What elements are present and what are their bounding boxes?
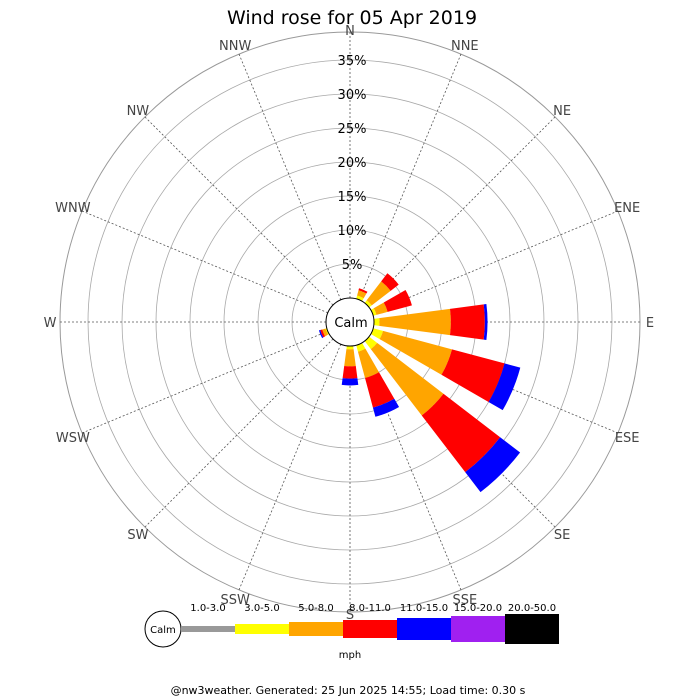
legend-bin-label: 15.0-20.0	[454, 603, 502, 614]
petal-s-bin-2	[344, 349, 356, 367]
spoke-wsw	[81, 330, 328, 434]
spoke-sw	[144, 338, 334, 528]
radial-tick-label: 30%	[338, 88, 367, 103]
petal-ne-bin-2	[366, 281, 391, 306]
legend-swatch-4	[397, 618, 451, 640]
legend-swatch-1	[235, 624, 289, 634]
petal-nne-bin-2	[357, 290, 367, 299]
petal-wsw-bin-3	[320, 329, 326, 338]
legend-unit: mph	[339, 650, 361, 661]
chart-title: Wind rose for 05 Apr 2019	[227, 7, 477, 29]
petal-se-bin-4	[465, 437, 521, 493]
legend-bin-label: 8.0-11.0	[349, 603, 391, 614]
spoke-ssw	[238, 344, 342, 591]
legend-swatch-6	[505, 614, 559, 644]
petal-sse-bin-4	[372, 398, 400, 417]
petal-ene-bin-2	[373, 302, 388, 315]
direction-label-wsw: WSW	[56, 431, 90, 446]
petal-ene-bin-3	[383, 289, 412, 312]
petal-s-bin-1	[346, 345, 354, 350]
legend-bin-label: 11.0-15.0	[400, 603, 448, 614]
legend-bin-label: 5.0-8.0	[298, 603, 333, 614]
direction-label-n: N	[345, 24, 355, 39]
petal-ene-bin-1	[370, 308, 377, 316]
direction-label-ese: ESE	[615, 431, 640, 446]
petal-nne-bin-1	[356, 295, 364, 302]
petal-sse-bin-3	[365, 372, 395, 408]
radial-tick-label: 25%	[338, 122, 367, 137]
footer-text: @nw3weather. Generated: 25 Jun 2025 14:5…	[171, 684, 526, 697]
petal-e-bin-3	[449, 304, 485, 340]
spoke-nnw	[238, 53, 342, 300]
petal-ne-bin-1	[364, 300, 372, 308]
calm-circle	[325, 297, 375, 347]
direction-label-w: W	[44, 316, 57, 331]
petal-wsw-bin-2	[322, 328, 329, 337]
petal-se-bin-3	[421, 393, 501, 473]
petal-ese-bin-4	[488, 363, 521, 411]
petal-sse-bin-1	[356, 342, 366, 352]
direction-label-wnw: WNW	[55, 201, 91, 216]
petal-ne-bin-3	[381, 273, 399, 291]
petal-se-bin-2	[370, 342, 444, 416]
radial-tick-label: 20%	[338, 156, 367, 171]
direction-label-sse: SSE	[452, 593, 477, 608]
petal-e-bin-4	[483, 304, 488, 340]
calm-label: Calm	[334, 316, 367, 331]
direction-label-ene: ENE	[614, 201, 640, 216]
legend-bin-label: 20.0-50.0	[508, 603, 556, 614]
legend-swatch-3	[343, 620, 397, 638]
direction-label-se: SE	[554, 528, 570, 543]
legend: Calm 1.0-3.0 3.0-5.0 5.0-8.0 8.0-11.0 11.0-15…	[144, 603, 559, 661]
legend-swatch-5	[451, 616, 505, 642]
direction-label-e: E	[646, 316, 654, 331]
direction-label-nne: NNE	[451, 39, 479, 54]
petal-e-bin-2	[379, 308, 451, 336]
petal-e-bin-1	[373, 318, 380, 326]
spoke-ne	[366, 116, 556, 306]
direction-label-nw: NW	[127, 104, 150, 119]
petal-nne-bin-3	[358, 288, 368, 294]
petal-wsw-bin-4	[318, 329, 324, 339]
direction-label-ssw: SSW	[221, 593, 251, 608]
petal-s-bin-4	[341, 378, 359, 386]
radial-tick-label: 35%	[338, 54, 367, 69]
direction-label-nnw: NNW	[219, 39, 251, 54]
direction-label-ne: NE	[553, 104, 571, 119]
petal-ese-bin-1	[370, 328, 384, 340]
legend-swatch-0	[181, 626, 235, 632]
spoke-nne	[358, 53, 462, 300]
spoke-wnw	[81, 210, 328, 314]
legend-bin-label: 1.0-3.0	[190, 603, 225, 614]
petal-s-bin-3	[342, 366, 358, 379]
spoke-ene	[372, 210, 619, 314]
calm-center: Calm	[325, 297, 375, 347]
direction-label-s: S	[346, 608, 354, 623]
radial-tick-label: 5%	[342, 258, 363, 273]
radial-tick-label: 10%	[338, 224, 367, 239]
petal-sse-bin-2	[357, 348, 379, 379]
wind-petals	[318, 273, 521, 493]
petal-ese-bin-3	[441, 349, 505, 402]
legend-swatch-2	[289, 622, 343, 636]
direction-label-sw: SW	[127, 528, 148, 543]
legend-bin-label: 3.0-5.0	[244, 603, 279, 614]
radial-tick-label: 15%	[338, 190, 367, 205]
petal-ese-bin-2	[379, 330, 453, 375]
legend-calm-label: Calm	[150, 625, 176, 636]
petal-se-bin-1	[364, 336, 378, 350]
spoke-nw	[144, 116, 334, 306]
axis-labels: N NNE NE ENE E ESE SE SSE S SSW SW WSW W WNW NW NNW 5% 10…	[44, 24, 655, 623]
